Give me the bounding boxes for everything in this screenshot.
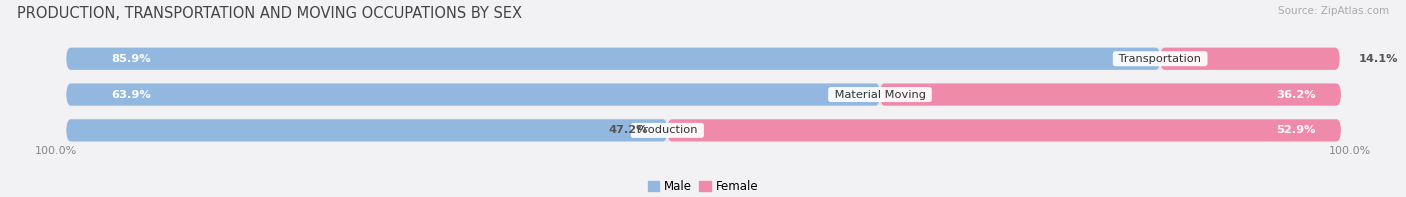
- Text: 47.2%: 47.2%: [609, 125, 648, 135]
- Text: 63.9%: 63.9%: [111, 90, 150, 99]
- Text: PRODUCTION, TRANSPORTATION AND MOVING OCCUPATIONS BY SEX: PRODUCTION, TRANSPORTATION AND MOVING OC…: [17, 6, 522, 21]
- FancyBboxPatch shape: [66, 119, 1340, 141]
- Text: 100.0%: 100.0%: [1329, 146, 1371, 156]
- Text: 36.2%: 36.2%: [1275, 90, 1316, 99]
- Text: 85.9%: 85.9%: [111, 54, 150, 64]
- FancyBboxPatch shape: [1160, 48, 1340, 70]
- FancyBboxPatch shape: [66, 84, 880, 106]
- FancyBboxPatch shape: [66, 84, 1340, 106]
- Text: 14.1%: 14.1%: [1358, 54, 1399, 64]
- Text: Source: ZipAtlas.com: Source: ZipAtlas.com: [1278, 6, 1389, 16]
- FancyBboxPatch shape: [66, 119, 668, 141]
- FancyBboxPatch shape: [880, 84, 1341, 106]
- Text: Transportation: Transportation: [1115, 54, 1205, 64]
- FancyBboxPatch shape: [66, 48, 1160, 70]
- Text: 100.0%: 100.0%: [35, 146, 77, 156]
- Legend: Male, Female: Male, Female: [643, 175, 763, 197]
- Text: Material Moving: Material Moving: [831, 90, 929, 99]
- FancyBboxPatch shape: [668, 119, 1341, 141]
- Text: 52.9%: 52.9%: [1277, 125, 1316, 135]
- Text: Production: Production: [633, 125, 702, 135]
- FancyBboxPatch shape: [66, 48, 1340, 70]
